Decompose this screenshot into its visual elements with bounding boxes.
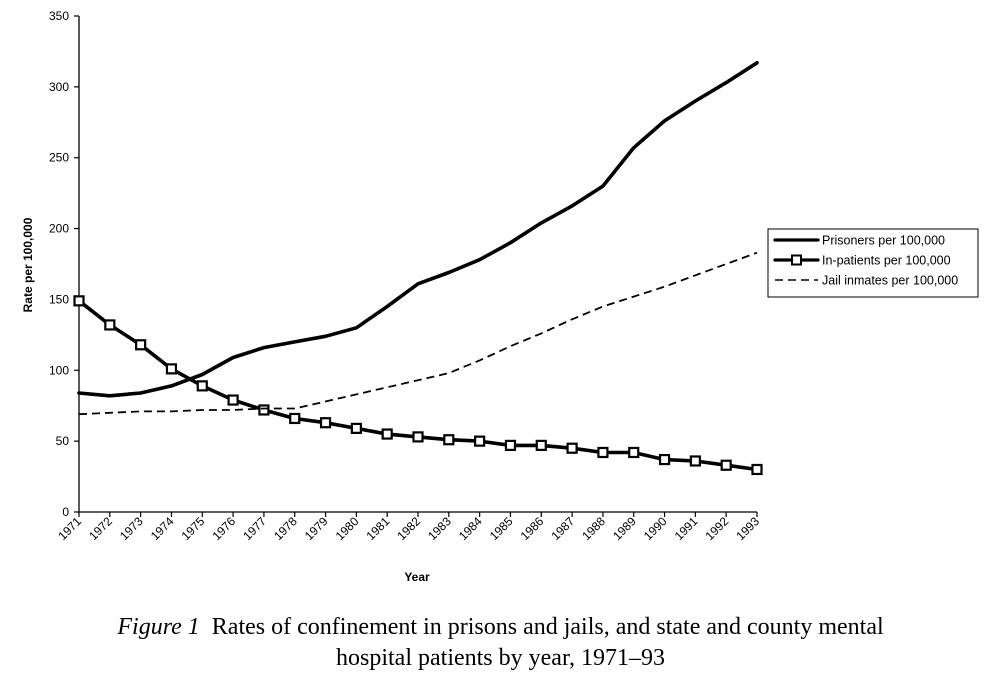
data-point-marker bbox=[597, 446, 609, 459]
data-point-marker bbox=[720, 459, 732, 471]
x-tick-label: 1977 bbox=[240, 514, 269, 543]
y-axis-title: Rate per 100,000 bbox=[21, 217, 35, 312]
x-tick-label: 1992 bbox=[703, 514, 732, 543]
data-point-marker bbox=[258, 404, 270, 416]
data-point-marker bbox=[751, 463, 763, 476]
x-tick-label: 1985 bbox=[487, 514, 516, 543]
legend-item: Jail inmates per 100,000 bbox=[775, 274, 958, 288]
y-tick-label: 150 bbox=[49, 292, 69, 306]
series-1 bbox=[77, 60, 759, 398]
x-tick-label: 1987 bbox=[548, 514, 577, 543]
data-point-marker bbox=[319, 417, 332, 429]
figure-caption: Figure 1 Rates of confinement in prisons… bbox=[0, 612, 1001, 674]
data-point-marker bbox=[381, 428, 393, 440]
x-tick-label: 1975 bbox=[179, 514, 208, 543]
legend-label: Prisoners per 100,000 bbox=[822, 234, 945, 248]
data-point-marker bbox=[535, 439, 547, 451]
data-point-marker bbox=[196, 380, 208, 392]
legend-marker bbox=[791, 254, 802, 266]
data-point-marker bbox=[628, 446, 640, 459]
y-tick-label: 200 bbox=[49, 222, 69, 236]
caption-figure-label: Figure 1 bbox=[117, 614, 200, 640]
data-point-marker bbox=[658, 453, 671, 466]
x-tick-label: 1973 bbox=[117, 514, 146, 543]
series-layer bbox=[73, 60, 763, 476]
x-tick-label: 1972 bbox=[86, 514, 115, 543]
x-tick-label: 1978 bbox=[271, 514, 300, 543]
legend-item: In-patients per 100,000 bbox=[773, 254, 951, 268]
legend-items: Prisoners per 100,000 In-patients per 100… bbox=[773, 234, 958, 288]
legend-label: In-patients per 100,000 bbox=[822, 254, 951, 268]
series-2 bbox=[73, 295, 763, 476]
data-point-marker bbox=[165, 363, 178, 375]
data-point-marker bbox=[227, 394, 239, 406]
x-tick-label: 1980 bbox=[333, 514, 362, 543]
y-axis-ticks: 0 50 100 150 200 250 300 350 bbox=[49, 9, 79, 519]
data-point-marker bbox=[350, 422, 362, 434]
x-tick-label: 1986 bbox=[518, 514, 547, 543]
y-tick-label: 100 bbox=[49, 363, 69, 377]
data-point-marker bbox=[504, 439, 517, 451]
x-tick-label: 1981 bbox=[364, 514, 393, 543]
data-point-marker bbox=[104, 319, 116, 331]
x-tick-label: 1976 bbox=[209, 514, 238, 543]
y-tick-label: 0 bbox=[62, 505, 69, 519]
x-tick-label: 1971 bbox=[55, 514, 84, 543]
x-tick-label: 1979 bbox=[302, 514, 331, 543]
data-point-marker bbox=[135, 339, 147, 351]
y-tick-label: 350 bbox=[49, 9, 69, 23]
x-axis-ticks: 1971 1972 1973 1974 1975 1976 1977 1978 1979 1980… bbox=[55, 512, 762, 543]
x-tick-label: 1990 bbox=[641, 514, 670, 543]
data-point-marker bbox=[412, 431, 424, 443]
data-point-marker bbox=[73, 295, 85, 307]
x-tick-label: 1991 bbox=[672, 514, 701, 543]
data-point-marker bbox=[689, 455, 701, 467]
data-point-marker bbox=[289, 412, 301, 425]
data-point-marker bbox=[443, 434, 455, 446]
series-3 bbox=[78, 251, 758, 416]
data-point-marker bbox=[474, 435, 486, 447]
x-tick-label: 1989 bbox=[610, 514, 639, 543]
x-tick-label: 1974 bbox=[148, 514, 177, 543]
caption-text-line-1: Rates of confinement in prisons and jail… bbox=[211, 614, 884, 640]
data-point-marker bbox=[566, 442, 578, 454]
y-tick-label: 250 bbox=[49, 151, 69, 165]
x-tick-label: 1983 bbox=[425, 514, 454, 543]
series-line bbox=[77, 60, 759, 398]
x-tick-label: 1988 bbox=[579, 514, 608, 543]
x-axis-title: Year bbox=[404, 570, 430, 584]
legend-label: Jail inmates per 100,000 bbox=[822, 274, 958, 288]
y-tick-label: 300 bbox=[49, 80, 69, 94]
caption-line-2: hospital patients by year, 1971–93 bbox=[336, 645, 665, 671]
series-line bbox=[78, 251, 758, 416]
x-tick-label: 1982 bbox=[394, 514, 423, 543]
series-line bbox=[77, 298, 759, 472]
y-tick-label: 50 bbox=[56, 434, 70, 448]
x-tick-label: 1993 bbox=[733, 514, 762, 543]
caption-line-1: Figure 1 Rates of confinement in prisons… bbox=[0, 612, 1001, 643]
legend: Prisoners per 100,000 In-patients per 100… bbox=[767, 228, 979, 298]
x-tick-label: 1984 bbox=[456, 514, 485, 543]
legend-item: Prisoners per 100,000 bbox=[773, 234, 945, 248]
